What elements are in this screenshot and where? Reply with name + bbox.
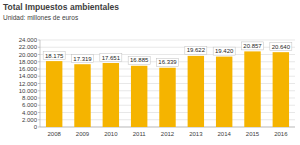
data-label: 16.885 xyxy=(130,57,149,63)
x-tick-label: 2013 xyxy=(189,131,203,137)
x-tick-label: 2014 xyxy=(217,131,231,137)
y-tick-label: 14.000 xyxy=(19,73,38,79)
y-axis xyxy=(40,40,41,127)
data-label: 18.175 xyxy=(45,53,64,59)
y-tick-label: 0 xyxy=(34,124,38,130)
y-tick-label: 16.000 xyxy=(19,66,38,72)
data-label: 20.640 xyxy=(272,44,291,50)
x-tick-label: 2012 xyxy=(161,131,175,137)
data-label-box xyxy=(72,55,94,63)
grid-line xyxy=(40,40,295,41)
y-tick-label: 2.000 xyxy=(22,117,38,123)
data-label-box xyxy=(128,56,150,64)
data-label: 19.622 xyxy=(187,47,206,53)
subtitle: Unidad: millones de euros xyxy=(3,14,79,21)
data-label-box xyxy=(100,54,122,62)
grid xyxy=(38,40,295,127)
data-label: 16.339 xyxy=(158,59,177,65)
data-label: 17.651 xyxy=(102,55,121,61)
x-tick-label: 2009 xyxy=(76,131,90,137)
y-tick-label: 20.000 xyxy=(19,52,38,58)
data-label-box xyxy=(270,43,292,51)
data-label: 20.857 xyxy=(243,43,262,49)
bar xyxy=(216,57,232,127)
y-tick-label: 10.000 xyxy=(19,88,38,94)
data-label-box xyxy=(242,42,264,50)
x-tick-label: 2015 xyxy=(246,131,260,137)
bar xyxy=(159,68,175,127)
y-tick-label: 6.000 xyxy=(22,102,38,108)
data-label-box xyxy=(157,58,179,66)
x-tick-label: 2008 xyxy=(47,131,61,137)
chart: Total Impuestos ambientales Unidad: millo… xyxy=(0,0,300,145)
y-tick-label: 22.000 xyxy=(19,44,38,50)
x-tick-label: 2016 xyxy=(274,131,288,137)
y-tick-label: 4.000 xyxy=(22,110,38,116)
y-tick-label: 24.000 xyxy=(19,37,38,43)
bar xyxy=(273,52,289,127)
bars xyxy=(46,51,289,127)
data-label-box xyxy=(43,52,65,60)
x-tick-label: 2010 xyxy=(104,131,118,137)
bar xyxy=(103,63,119,127)
data-label: 19.420 xyxy=(215,48,234,54)
data-label-box xyxy=(213,47,235,55)
y-tick-label: 18.000 xyxy=(19,59,38,65)
x-tick-label: 2011 xyxy=(133,131,147,137)
data-label-box xyxy=(185,46,207,54)
bar xyxy=(74,64,90,127)
bar xyxy=(188,56,204,127)
bar xyxy=(46,61,62,127)
data-label: 17.319 xyxy=(73,56,92,62)
bar xyxy=(244,51,260,127)
bar xyxy=(131,66,147,127)
y-tick-label: 8.000 xyxy=(22,95,38,101)
y-tick-label: 12.000 xyxy=(19,81,38,87)
title: Total Impuestos ambientales xyxy=(3,2,119,12)
